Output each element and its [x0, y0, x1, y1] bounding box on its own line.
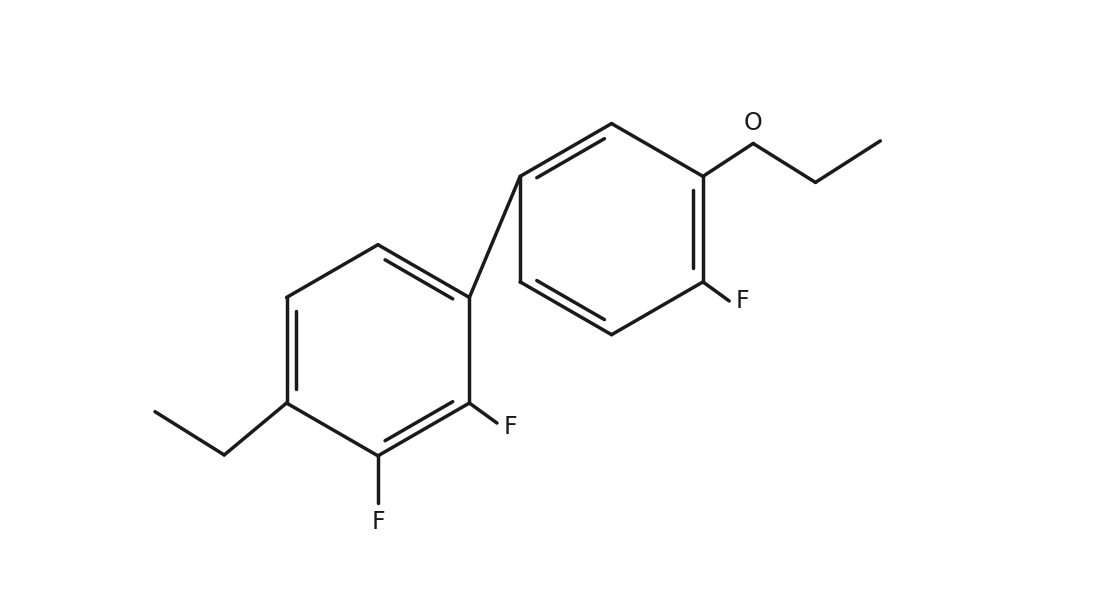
Text: F: F: [736, 289, 749, 313]
Text: O: O: [744, 111, 763, 135]
Text: F: F: [504, 415, 518, 440]
Text: F: F: [371, 510, 385, 534]
